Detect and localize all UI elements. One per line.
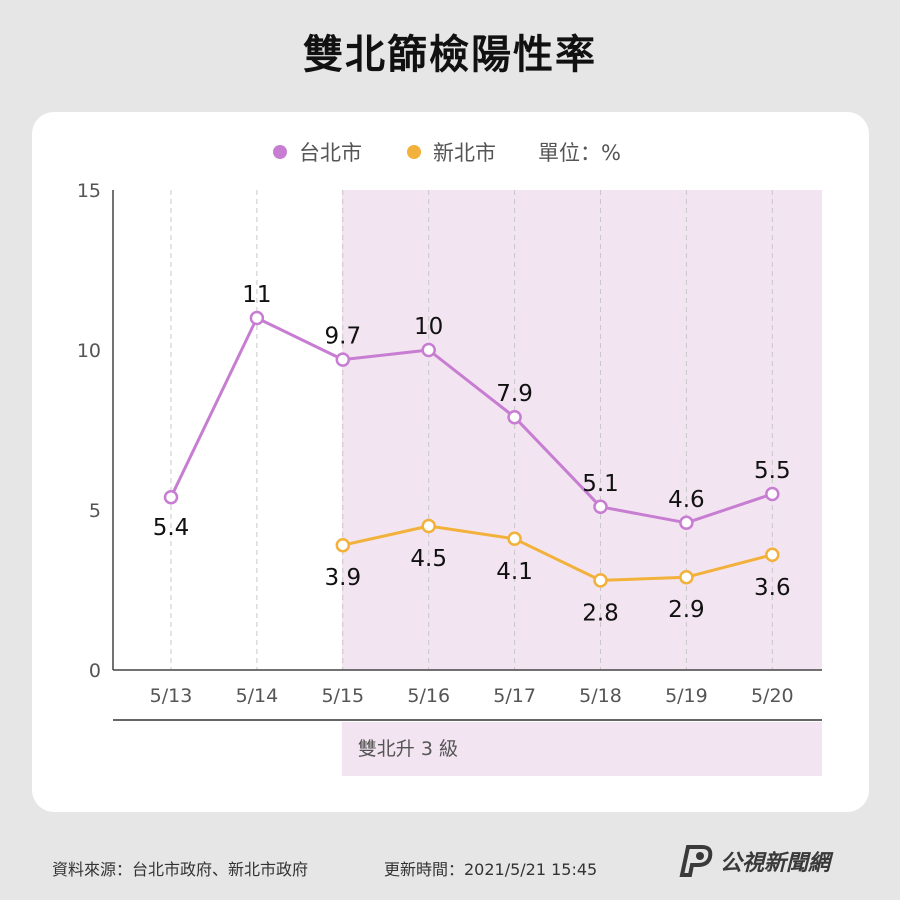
x-tick-label: 5/15: [321, 685, 364, 707]
data-label: 9.7: [325, 324, 362, 350]
legend-marker: [273, 145, 287, 159]
x-tick-label: 5/20: [751, 685, 794, 707]
highlight-label: 雙北升 3 級: [358, 738, 458, 760]
data-point: [593, 573, 608, 588]
data-point: [679, 569, 694, 585]
data-label: 2.9: [668, 597, 705, 623]
data-point: [507, 531, 522, 547]
data-label: 3.6: [754, 575, 791, 601]
data-point: [335, 537, 351, 553]
data-label: 4.6: [668, 487, 705, 513]
data-point: [765, 486, 780, 502]
x-tick-label: 5/17: [493, 685, 536, 707]
data-label: 3.9: [325, 565, 362, 591]
data-label: 2.8: [582, 600, 619, 626]
legend-label: 新北市: [433, 141, 496, 165]
brand-name: 公視新聞網: [720, 851, 831, 876]
data-point: [163, 489, 179, 505]
y-tick-label: 0: [89, 660, 101, 682]
data-point: [335, 352, 351, 367]
series-line: [169, 316, 773, 525]
y-tick-label: 5: [89, 500, 101, 522]
pts-logo-icon: [679, 845, 713, 877]
x-tick-label: 5/13: [150, 685, 193, 707]
data-label: 5.4: [153, 515, 190, 541]
brand-logo: 公視新聞網: [676, 841, 830, 881]
line-chart: 雙北升 3 級 0 5 10 15 5/13 5/14 5/15 5/16 5/17 5/18 5/1…: [77, 141, 822, 776]
chart-card: 雙北升 3 級 0 5 10 15 5/13 5/14 5/15 5/16 5/17 5/18 5/1…: [32, 112, 869, 812]
y-tick-label: 10: [77, 340, 101, 362]
data-point: [765, 547, 780, 563]
legend-marker: [407, 145, 421, 159]
data-point: [679, 515, 694, 531]
data-label: 5.1: [582, 471, 619, 497]
data-label: 10: [414, 314, 443, 340]
x-tick-label: 5/14: [236, 685, 279, 707]
data-label: 4.1: [496, 559, 533, 585]
data-label: 5.5: [754, 458, 791, 484]
x-tick-label: 5/18: [579, 685, 622, 707]
data-label: 4.5: [410, 546, 447, 572]
data-point: [249, 310, 265, 326]
y-tick-label: 15: [77, 180, 101, 202]
data-point: [421, 518, 436, 534]
unit-label: 單位：%: [538, 141, 621, 165]
data-label: 7.9: [496, 381, 533, 407]
data-point: [421, 342, 436, 358]
data-label: 11: [242, 282, 271, 308]
data-point: [593, 499, 608, 515]
chart-title: 雙北篩檢陽性率: [303, 32, 597, 78]
highlight-label-band: [341, 722, 822, 776]
data-point: [507, 409, 522, 425]
x-tick-label: 5/19: [665, 685, 708, 707]
source-note: 資料來源：台北市政府、新北市政府: [52, 860, 309, 879]
highlight-band: [341, 190, 822, 670]
legend-label: 台北市: [299, 141, 362, 165]
series-line: [342, 524, 773, 582]
updated-time: 更新時間：2021/5/21 15:45: [384, 860, 598, 879]
x-tick-label: 5/16: [407, 685, 450, 707]
